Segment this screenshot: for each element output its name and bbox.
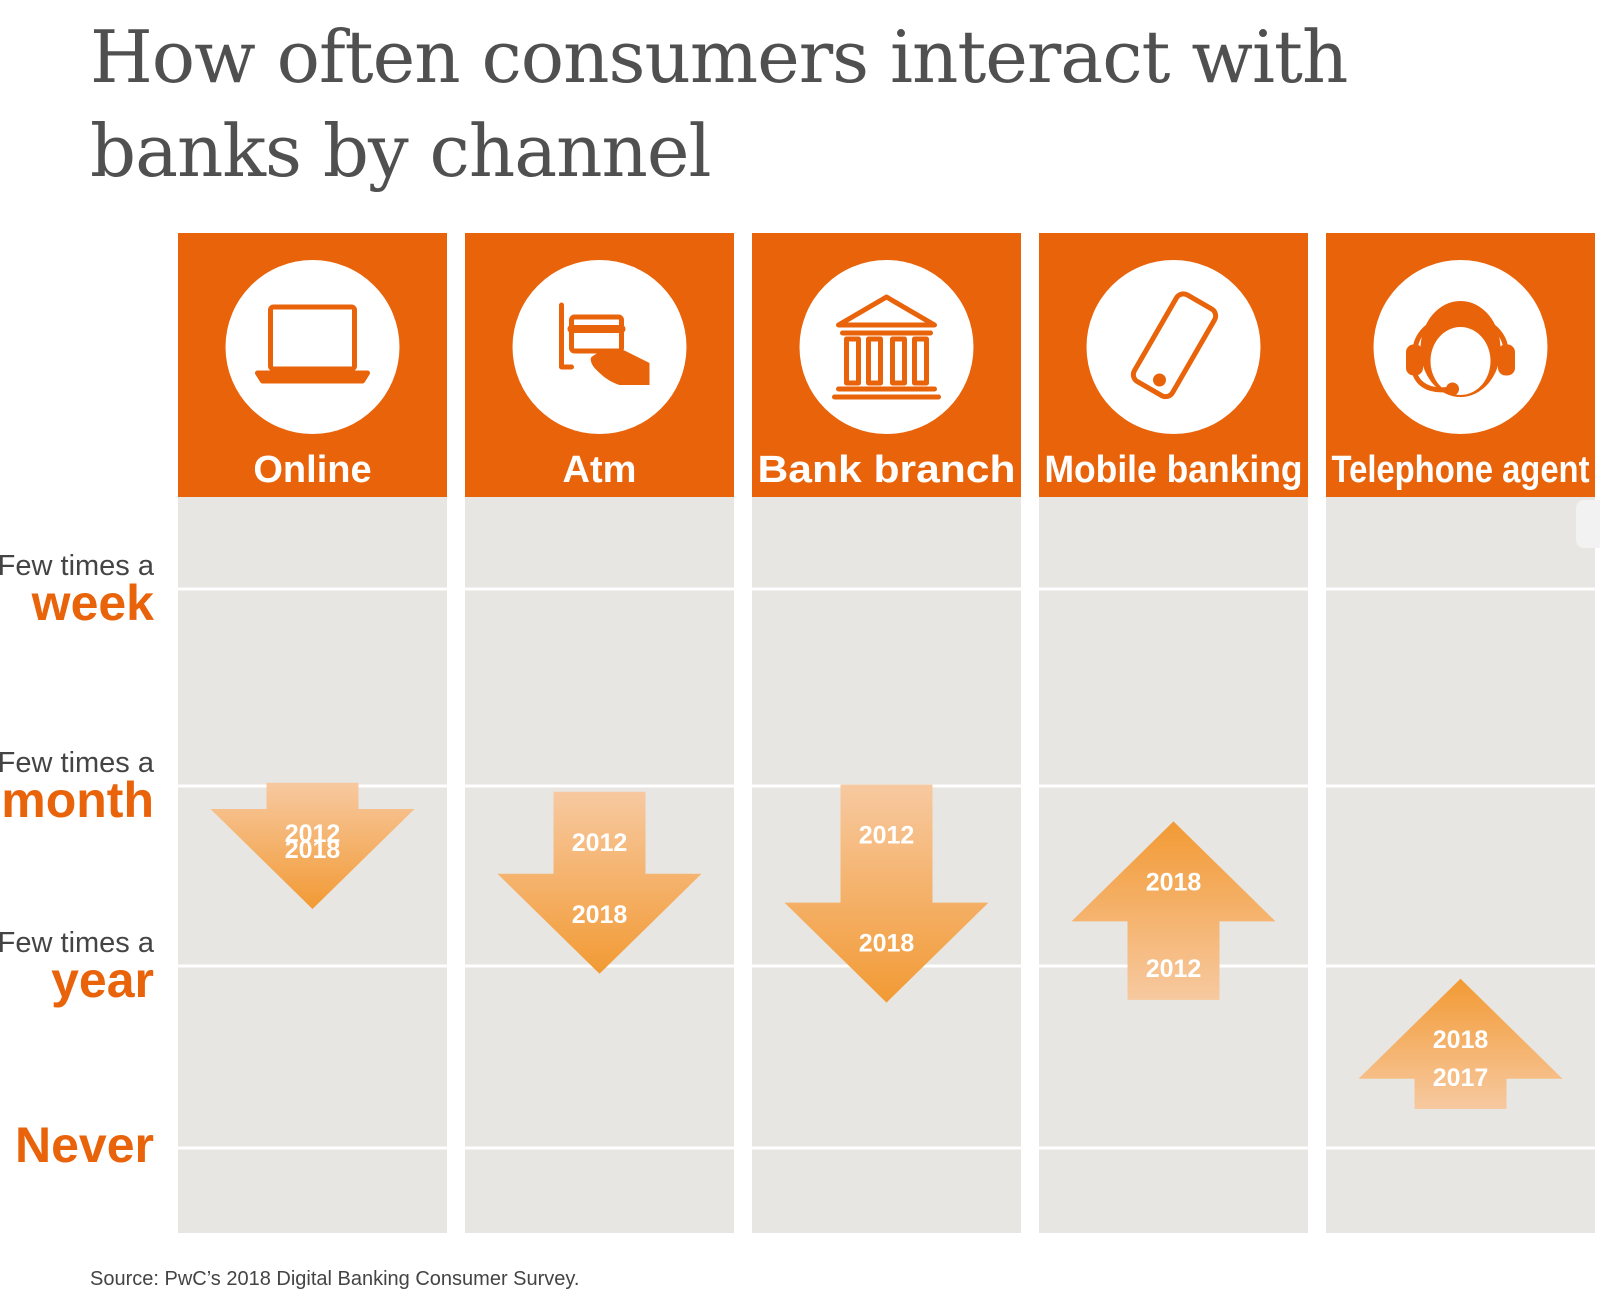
year-label-from: 2012 (285, 820, 341, 848)
year-label-from: 2012 (572, 829, 628, 857)
laptop-icon (255, 304, 370, 384)
channel-label: Atm (563, 449, 637, 491)
icon-circle (225, 260, 400, 434)
icon-circle (1086, 260, 1261, 434)
trend-arrow-up (1358, 978, 1563, 1110)
trend-arrow-down (497, 791, 702, 974)
channel-label: Telephone agent (1332, 449, 1590, 491)
smartphone-icon (1130, 291, 1219, 400)
chart-title: How often consumers interact with banks … (90, 15, 1348, 193)
channel-label: Bank branch (758, 449, 1016, 491)
column-panel (1326, 497, 1595, 1233)
level-prefix: Few times a (0, 927, 155, 959)
year-label-from: 2017 (1433, 1064, 1489, 1092)
level-prefix: Few times a (0, 747, 155, 779)
level-label: week (31, 575, 155, 631)
year-label-to: 2018 (1146, 868, 1202, 896)
level-prefix: Few times a (0, 550, 155, 582)
atm-card-icon (559, 302, 650, 385)
channel-label: Online (253, 449, 371, 491)
trend-arrow-down (210, 782, 415, 909)
bank-building-icon (832, 294, 941, 400)
year-label-to: 2018 (572, 901, 628, 929)
trend-arrow-down (784, 784, 989, 1003)
channel-label: Mobile banking (1045, 449, 1303, 491)
scroll-tab (1576, 500, 1600, 548)
year-label-from: 2012 (1146, 955, 1202, 983)
year-label-to: 2018 (859, 930, 915, 958)
level-label: month (1, 772, 154, 828)
headset-agent-icon (1406, 301, 1515, 397)
year-label-to: 2018 (285, 836, 341, 864)
year-label-to: 2018 (1433, 1026, 1489, 1054)
level-label: year (51, 952, 154, 1008)
icon-circle (799, 260, 974, 434)
level-label: Never (15, 1117, 154, 1173)
year-label-from: 2012 (859, 822, 915, 850)
trend-arrow-up (1071, 821, 1276, 1000)
source-note: Source: PwC’s 2018 Digital Banking Consu… (90, 1268, 580, 1290)
